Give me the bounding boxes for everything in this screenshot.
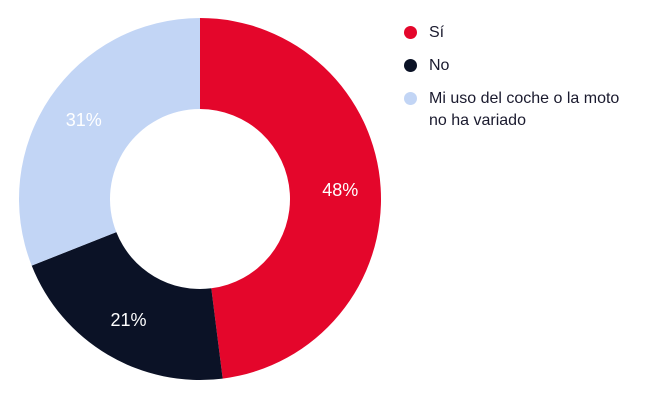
legend-label-no: No [429, 57, 450, 74]
legend-label-sin-variacion: Mi uso del coche o la moto no ha variado [429, 90, 620, 129]
legend-swatch-no [404, 59, 417, 72]
donut-slice-si [200, 18, 382, 379]
legend-swatch-sin-variacion [404, 92, 417, 105]
legend-label-si: Sí [429, 24, 445, 41]
donut-slice-no [31, 232, 223, 380]
data-label-no: 21% [110, 310, 146, 330]
legend-item-si: Sí [404, 22, 634, 44]
legend: Sí No Mi uso del coche o la moto no ha v… [404, 22, 634, 143]
legend-swatch-si [404, 26, 417, 39]
donut-slice-sin-variacion [18, 18, 200, 266]
data-label-si: 48% [322, 180, 358, 200]
data-label-sin-variacion: 31% [66, 110, 102, 130]
legend-item-sin-variacion: Mi uso del coche o la moto no ha variado [404, 88, 634, 132]
legend-item-no: No [404, 55, 634, 77]
